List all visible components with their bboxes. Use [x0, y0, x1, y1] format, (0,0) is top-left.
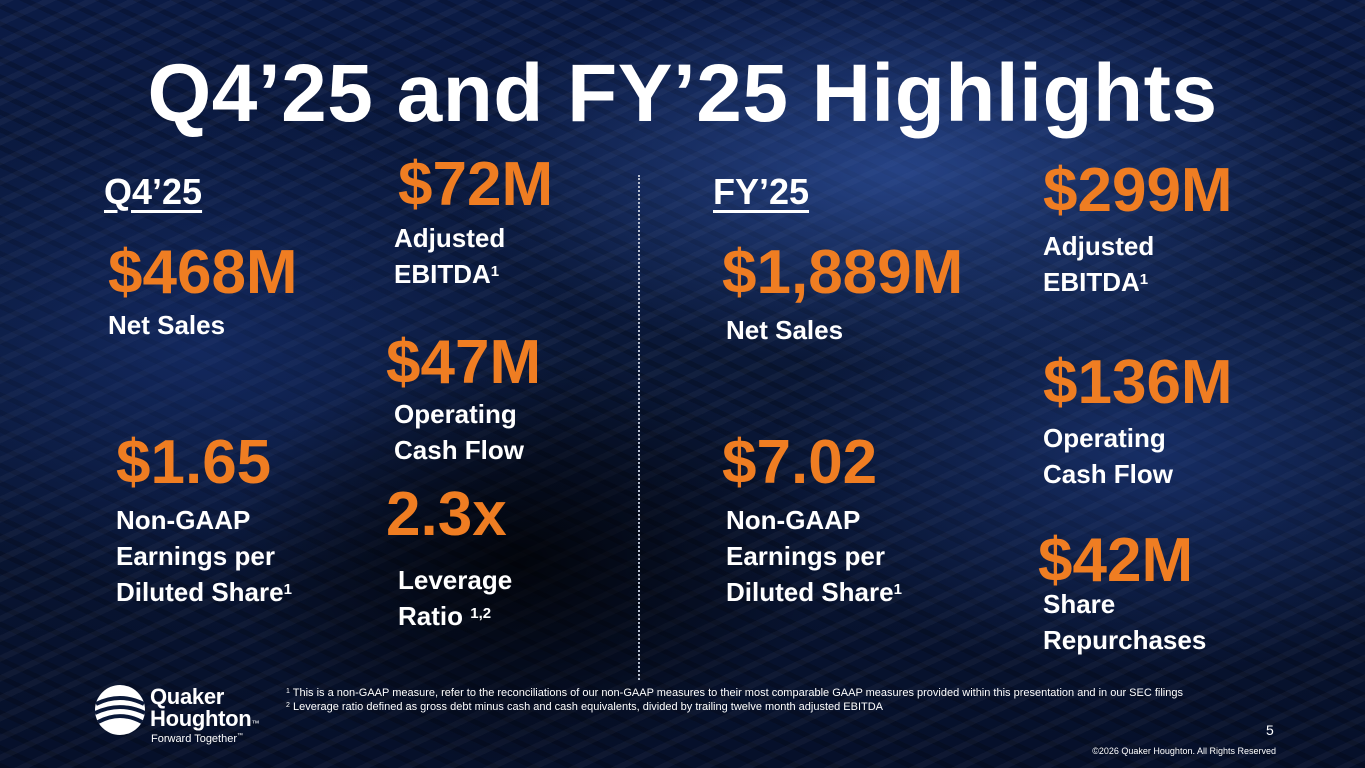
q4-leverage-value: 2.3x: [386, 480, 507, 549]
q4-net-sales-value: $468M: [108, 238, 298, 307]
q4-leverage-label: Leverage Ratio 1,2: [398, 565, 513, 631]
q4-ebitda-value: $72M: [398, 150, 554, 219]
logo-mark-icon: [94, 685, 146, 735]
column-divider: [638, 175, 640, 680]
page-title: Q4’25 and FY’25 Highlights: [147, 48, 1218, 139]
copyright: ©2026 Quaker Houghton. All Rights Reserv…: [1092, 746, 1276, 756]
logo-tagline: Forward Together™: [151, 733, 244, 745]
fy-cash-flow-label: Operating Cash Flow: [1043, 423, 1174, 489]
fy-net-sales-label: Net Sales: [726, 315, 844, 345]
fy-heading: FY’25: [713, 171, 810, 212]
q4-cash-flow-label: Operating Cash Flow: [394, 399, 525, 465]
fy-net-sales-value: $1,889M: [722, 238, 964, 307]
footnote-2: 2 Leverage ratio defined as gross debt m…: [286, 701, 884, 713]
page-number: 5: [1266, 722, 1274, 738]
fy-ebitda-value: $299M: [1043, 156, 1233, 225]
footnote-1: 1 This is a non-GAAP measure, refer to t…: [286, 687, 1183, 699]
q4-ebitda-label: Adjusted EBITDA1: [394, 223, 506, 289]
fy-cash-flow-value: $136M: [1043, 348, 1233, 417]
company-logo: Quaker Houghton™ Forward Together™: [94, 684, 264, 748]
fy-repurchases-label: Share Repurchases: [1043, 589, 1207, 655]
fy-repurchases-value: $42M: [1038, 526, 1194, 595]
logo-line-2: Houghton™: [150, 706, 260, 731]
fy-ebitda-label: Adjusted EBITDA1: [1043, 231, 1155, 297]
q4-cash-flow-value: $47M: [386, 328, 542, 397]
q4-net-sales-label: Net Sales: [108, 310, 226, 340]
fy-eps-value: $7.02: [722, 428, 878, 497]
q4-eps-label: Non-GAAP Earnings per Diluted Share1: [116, 505, 292, 607]
q4-heading: Q4’25: [104, 171, 203, 212]
fy-eps-label: Non-GAAP Earnings per Diluted Share1: [726, 505, 902, 607]
q4-eps-value: $1.65: [116, 428, 272, 497]
logo-line-1: Quaker: [150, 684, 225, 709]
